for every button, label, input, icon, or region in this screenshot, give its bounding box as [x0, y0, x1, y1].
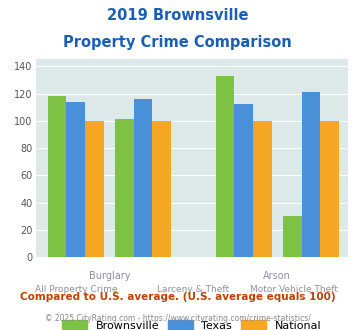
Text: Compared to U.S. average. (U.S. average equals 100): Compared to U.S. average. (U.S. average … — [20, 292, 335, 302]
Bar — [283, 216, 301, 257]
Bar — [66, 102, 85, 257]
Bar — [215, 76, 234, 257]
Bar — [85, 121, 104, 257]
Bar — [152, 121, 171, 257]
Text: Burglary: Burglary — [89, 271, 130, 281]
Bar — [253, 121, 272, 257]
Bar — [234, 105, 253, 257]
Bar — [48, 96, 66, 257]
Text: All Property Crime: All Property Crime — [34, 285, 117, 294]
Legend: Brownsville, Texas, National: Brownsville, Texas, National — [58, 315, 326, 330]
Text: Larceny & Theft: Larceny & Theft — [157, 285, 229, 294]
Text: Motor Vehicle Theft: Motor Vehicle Theft — [250, 285, 338, 294]
Text: Arson: Arson — [263, 271, 291, 281]
Bar — [133, 99, 152, 257]
Text: 2019 Brownsville: 2019 Brownsville — [107, 8, 248, 23]
Bar — [301, 92, 320, 257]
Bar — [115, 119, 133, 257]
Text: Property Crime Comparison: Property Crime Comparison — [63, 35, 292, 50]
Bar — [320, 121, 339, 257]
Text: © 2025 CityRating.com - https://www.cityrating.com/crime-statistics/: © 2025 CityRating.com - https://www.city… — [45, 314, 310, 323]
